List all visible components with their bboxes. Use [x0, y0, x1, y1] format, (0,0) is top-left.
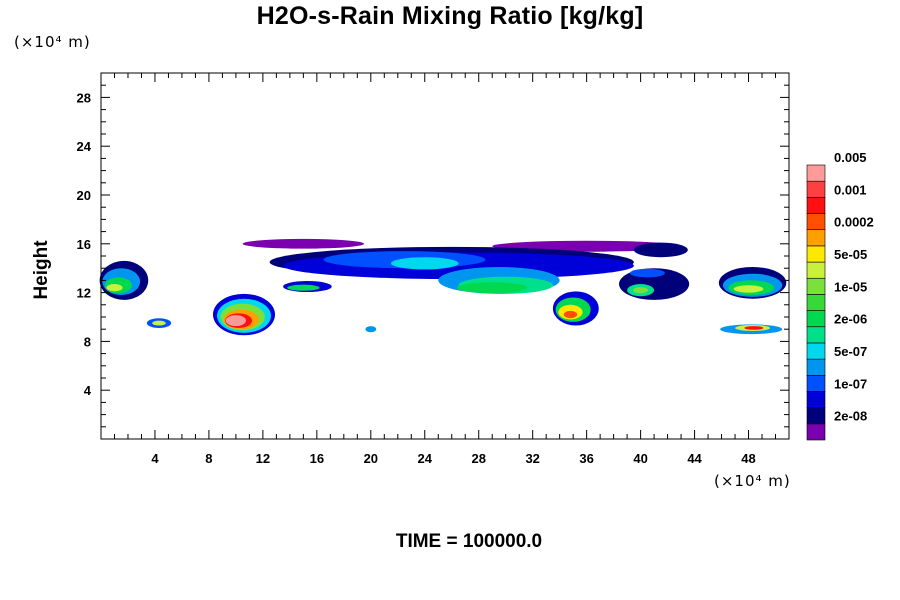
- cloud-mid: [287, 284, 320, 291]
- colorbar-swatch: [806, 342, 826, 360]
- cloud-left-edge: [106, 284, 123, 292]
- x-tick-label: 12: [256, 451, 270, 466]
- colorbar-label: 2e-08: [834, 409, 867, 424]
- cloud-right-mid: [633, 287, 649, 294]
- colorbar-swatch: [806, 407, 826, 425]
- y-tick-label: 4: [84, 383, 92, 398]
- colorbar-label: 2e-06: [834, 312, 867, 327]
- colorbar-label: 5e-05: [834, 247, 867, 262]
- colorbar-swatch: [806, 423, 826, 441]
- colorbar-swatch: [806, 374, 826, 392]
- y-tick-label: 8: [84, 334, 91, 349]
- x-tick-label: 20: [364, 451, 378, 466]
- y-tick-label: 28: [77, 90, 91, 105]
- cloud-right-mid: [629, 268, 665, 278]
- x-tick-label: 4: [151, 451, 159, 466]
- colorbar-swatch: [806, 229, 826, 247]
- cloud-band: [457, 282, 528, 294]
- cloud-low-right: [744, 326, 764, 330]
- x-tick-label: 8: [205, 451, 212, 466]
- cloud-tiny: [365, 326, 377, 333]
- colorbar-swatch: [806, 180, 826, 198]
- y-tick-label: 16: [77, 237, 91, 252]
- colorbar-swatch: [806, 391, 826, 408]
- cloud-fills: [99, 238, 787, 336]
- colorbar-swatch: [806, 277, 826, 295]
- colorbar-label: 0.005: [834, 150, 867, 165]
- colorbar-swatch: [806, 358, 826, 376]
- cloud-cell: [225, 315, 247, 327]
- colorbar-swatch: [806, 164, 826, 182]
- chart-title: H2O-s-Rain Mixing Ratio [kg/kg]: [256, 2, 644, 30]
- colorbar-label: 0.001: [834, 182, 867, 197]
- y-tick-label: 20: [77, 188, 91, 203]
- colorbar-swatch: [806, 197, 826, 214]
- x-tick-label: 40: [633, 451, 647, 466]
- colorbar-label: 1e-07: [834, 376, 867, 391]
- colorbar-swatch: [806, 294, 826, 311]
- x-tick-label: 24: [418, 451, 433, 466]
- x-tick-label: 36: [579, 451, 593, 466]
- y-tick-label: 12: [77, 286, 91, 301]
- colorbar-label: 5e-07: [834, 344, 867, 359]
- cloud-band-outer: [633, 242, 688, 258]
- x-axis-unit: (×10⁴ m): [714, 472, 791, 490]
- y-axis-unit: (×10⁴ m): [14, 33, 91, 51]
- cloud-band-outer: [242, 238, 365, 249]
- cloud-small: [152, 320, 166, 326]
- y-tick-label: 24: [77, 139, 92, 154]
- colorbar-swatch: [806, 245, 826, 263]
- colorbar-swatch: [806, 310, 826, 328]
- colorbar-label: 0.0002: [834, 215, 874, 230]
- x-tick-label: 44: [687, 451, 702, 466]
- x-tick-label: 16: [310, 451, 324, 466]
- colorbar-label: 1e-05: [834, 279, 867, 294]
- colorbar-swatch: [806, 261, 826, 279]
- x-tick-label: 28: [471, 451, 485, 466]
- cloud-band: [391, 257, 459, 270]
- x-tick-label: 48: [741, 451, 755, 466]
- cloud-right-edge: [733, 285, 764, 293]
- x-tick-label: 32: [525, 451, 539, 466]
- colorbar-swatch: [806, 213, 826, 231]
- time-label: TIME = 100000.0: [395, 531, 543, 552]
- colorbar-swatch: [806, 326, 826, 344]
- cloud-cell-2: [563, 310, 578, 319]
- colorbar: 2e-08 1e-07 5e-07 2e-06 1e-05 5e-05 0.0002 0.00…: [806, 150, 874, 441]
